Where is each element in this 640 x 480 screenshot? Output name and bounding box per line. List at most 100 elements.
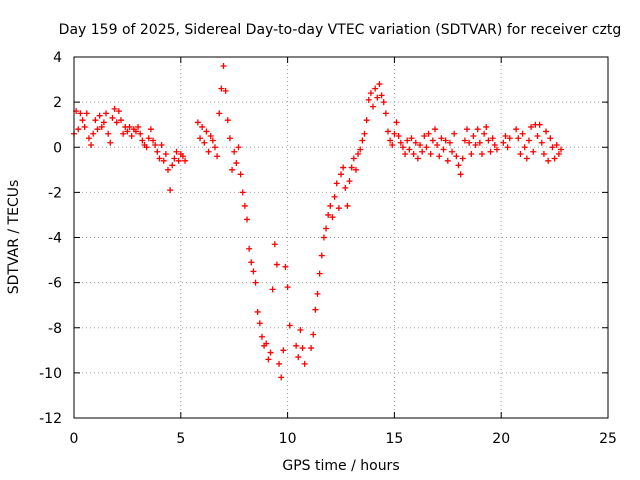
data-point xyxy=(464,126,471,133)
data-point xyxy=(297,327,304,334)
data-point xyxy=(96,112,103,119)
data-point xyxy=(171,155,178,162)
data-point xyxy=(387,137,394,144)
axes: 0 5 10 15 20 25 -12 -10 -8 -6 -4 -2 0 2 4 xyxy=(39,50,617,447)
data-point xyxy=(361,130,368,137)
data-point xyxy=(346,178,353,185)
data-point xyxy=(399,144,406,151)
data-point xyxy=(244,216,251,223)
data-point xyxy=(222,87,229,94)
data-point xyxy=(182,157,189,164)
data-point xyxy=(412,139,419,146)
data-point xyxy=(370,103,377,110)
data-point xyxy=(145,135,152,142)
data-point xyxy=(90,130,97,137)
data-point xyxy=(316,270,323,277)
data-point xyxy=(201,139,208,146)
data-point xyxy=(410,151,417,158)
data-point xyxy=(543,128,550,135)
grid-lines xyxy=(74,57,608,418)
data-point xyxy=(457,171,464,178)
data-point xyxy=(314,290,321,297)
data-point xyxy=(513,126,520,133)
data-point xyxy=(555,151,562,158)
data-point xyxy=(301,360,308,367)
data-point xyxy=(352,166,359,173)
data-point xyxy=(312,306,319,313)
data-point xyxy=(459,155,466,162)
data-point xyxy=(350,155,357,162)
data-point xyxy=(384,128,391,135)
data-point xyxy=(470,132,477,139)
data-point xyxy=(267,349,274,356)
data-point xyxy=(478,151,485,158)
data-point xyxy=(258,333,265,340)
data-point xyxy=(487,148,494,155)
data-point xyxy=(481,130,488,137)
data-point xyxy=(493,146,500,153)
data-point xyxy=(105,130,112,137)
data-point xyxy=(449,148,456,155)
x-tick-label: 20 xyxy=(492,431,510,447)
data-point xyxy=(502,132,509,139)
data-point xyxy=(216,110,223,117)
data-point xyxy=(226,135,233,142)
data-point xyxy=(143,144,150,151)
data-point xyxy=(220,63,227,70)
data-point xyxy=(536,121,543,128)
data-point xyxy=(124,128,131,135)
data-point xyxy=(286,322,293,329)
data-point xyxy=(423,144,430,151)
data-point xyxy=(132,128,139,135)
data-point xyxy=(446,139,453,146)
data-point xyxy=(325,211,332,218)
data-point xyxy=(348,164,355,171)
data-point xyxy=(391,130,398,137)
data-point xyxy=(382,110,389,117)
data-point xyxy=(158,141,165,148)
data-point xyxy=(359,137,366,144)
data-point xyxy=(440,146,447,153)
data-point xyxy=(438,135,445,142)
data-point xyxy=(558,146,565,153)
data-point xyxy=(528,123,535,130)
data-point xyxy=(333,180,340,187)
data-point xyxy=(77,110,84,117)
data-point xyxy=(271,241,278,248)
data-point xyxy=(282,263,289,270)
data-point xyxy=(173,148,180,155)
data-point xyxy=(278,374,285,381)
data-point xyxy=(128,132,135,139)
data-point xyxy=(406,146,413,153)
data-point xyxy=(327,202,334,209)
y-tick-label: -10 xyxy=(39,366,62,382)
data-point xyxy=(85,135,92,142)
data-point xyxy=(233,160,240,167)
data-point xyxy=(115,108,122,115)
x-tick-label: 15 xyxy=(385,431,403,447)
data-point xyxy=(329,214,336,221)
data-point xyxy=(81,123,88,130)
data-point xyxy=(538,139,545,146)
data-point xyxy=(135,123,142,130)
data-point xyxy=(218,85,225,92)
y-tick-label: -8 xyxy=(48,321,62,337)
data-point xyxy=(231,148,238,155)
data-point xyxy=(120,130,127,137)
data-point xyxy=(491,141,498,148)
data-point xyxy=(468,151,475,158)
data-point xyxy=(280,347,287,354)
data-point xyxy=(393,119,400,126)
data-point xyxy=(549,144,556,151)
data-point xyxy=(461,137,468,144)
data-point xyxy=(419,148,426,155)
data-point xyxy=(203,128,210,135)
data-point xyxy=(547,135,554,142)
data-point xyxy=(525,137,532,144)
data-point xyxy=(397,139,404,146)
data-point xyxy=(523,155,530,162)
data-point xyxy=(431,126,438,133)
data-point xyxy=(250,268,257,275)
data-point xyxy=(269,286,276,293)
x-tick-label: 25 xyxy=(599,431,617,447)
